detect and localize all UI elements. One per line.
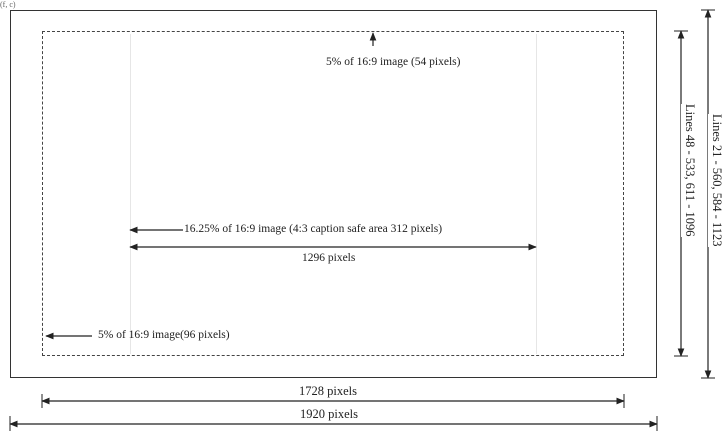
caption-width-label: 1296 pixels xyxy=(302,252,356,264)
safe-lines-label: Lines 48 - 533, 611 - 1096 xyxy=(681,104,698,237)
full-width-label: 1920 pixels xyxy=(297,408,361,421)
corner-mark: (f, c) xyxy=(0,0,16,9)
side-margin-label: 5% of 16:9 image(96 pixels) xyxy=(98,329,230,341)
top-margin-label: 5% of 16:9 image (54 pixels) xyxy=(326,56,461,68)
caption-safe-right-guide xyxy=(536,34,537,354)
caption-safe-left-guide xyxy=(130,34,131,354)
full-lines-label: Lines 21 - 560, 584 - 1123 xyxy=(708,114,725,247)
caption-safe-label: 16.25% of 16:9 image (4:3 caption safe a… xyxy=(184,223,443,235)
safe-area-frame xyxy=(42,31,624,356)
full-image-frame xyxy=(10,10,657,378)
safe-width-label: 1728 pixels xyxy=(296,385,360,398)
